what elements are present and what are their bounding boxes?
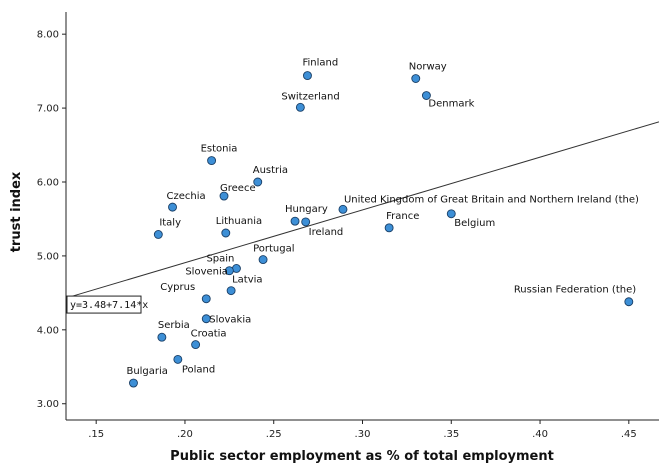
data-point-label: Croatia xyxy=(191,329,227,340)
plot-area: 3.00 4.00 5.00 6.00 7.00 8.00 .15 .20 .25 .30 .35.… xyxy=(37,12,659,440)
x-tick-label: .30 xyxy=(355,429,371,440)
y-tick-label: 3.00 xyxy=(37,399,59,410)
data-point-label: Denmark xyxy=(428,99,474,110)
data-point-label: Poland xyxy=(182,364,215,375)
x-tick-label: .45 xyxy=(621,429,637,440)
data-point xyxy=(226,286,236,296)
data-point-label: Finland xyxy=(302,58,338,69)
data-point xyxy=(384,223,394,233)
data-point xyxy=(301,217,311,227)
x-tick-label: .25 xyxy=(266,429,282,440)
data-point xyxy=(290,216,300,226)
data-point-label: Serbia xyxy=(158,320,190,331)
data-point xyxy=(201,294,211,304)
fit-equation-label: y=3.48+7.14*x xyxy=(70,300,148,311)
data-point xyxy=(411,74,421,83)
data-point-label: Spain xyxy=(206,253,234,264)
data-point xyxy=(129,378,138,388)
data-point xyxy=(219,191,229,201)
data-point xyxy=(338,204,348,214)
x-tick-label: .40 xyxy=(532,429,548,440)
data-point xyxy=(153,230,163,239)
data-point-label: Belgium xyxy=(454,218,495,229)
data-point xyxy=(295,102,305,112)
y-tick-label: 4.00 xyxy=(37,325,59,336)
data-point xyxy=(201,314,211,324)
data-point-label: Hungary xyxy=(285,204,328,215)
data-point-label: Greece xyxy=(220,183,256,194)
y-tick-label: 8.00 xyxy=(37,30,59,41)
data-point xyxy=(421,91,431,100)
data-point xyxy=(157,332,167,342)
data-point xyxy=(624,297,634,307)
data-point-label: Cyprus xyxy=(160,282,195,293)
data-point-label: Latvia xyxy=(232,275,262,286)
data-point-label: Russian Federation (the) xyxy=(514,285,636,296)
data-point xyxy=(221,228,231,238)
data-point-label: Czechia xyxy=(167,191,206,202)
data-point xyxy=(168,202,177,212)
data-point-label: Slovenia xyxy=(185,267,228,278)
y-tick-label: 5.00 xyxy=(37,251,59,262)
x-tick-label: .20 xyxy=(177,429,193,440)
x-axis-title: Public sector employment as % of total e… xyxy=(170,449,554,464)
x-tick-label: .35 xyxy=(443,429,459,440)
x-tick-label: .15 xyxy=(88,429,104,440)
data-point xyxy=(224,266,234,276)
data-point-label: Lithuania xyxy=(216,216,262,227)
data-point-label: Portugal xyxy=(253,244,294,255)
data-point xyxy=(191,340,201,350)
data-point-label: Italy xyxy=(159,217,181,228)
data-point-label: Bulgaria xyxy=(126,366,167,377)
data-point-label: Slovakia xyxy=(209,315,251,326)
y-axis-title: trust index xyxy=(9,171,24,252)
data-point xyxy=(207,156,217,166)
data-point-label: Ireland xyxy=(309,227,344,238)
data-point-label: Austria xyxy=(253,165,288,176)
y-tick-label: 6.00 xyxy=(37,178,59,189)
data-point xyxy=(446,209,456,219)
fit-line xyxy=(65,121,659,299)
data-point-label: Estonia xyxy=(201,144,238,155)
y-tick-label: 7.00 xyxy=(37,104,59,115)
data-point-label: United Kingdom of Great Britain and Nort… xyxy=(344,194,639,205)
fit-equation-box xyxy=(66,295,142,314)
data-point xyxy=(303,71,312,81)
data-point xyxy=(258,255,268,265)
data-point xyxy=(253,177,263,187)
data-point-label: Norway xyxy=(409,62,447,73)
data-point xyxy=(173,354,183,364)
data-point-label: Switzerland xyxy=(281,91,339,102)
data-point-label: France xyxy=(386,211,419,222)
